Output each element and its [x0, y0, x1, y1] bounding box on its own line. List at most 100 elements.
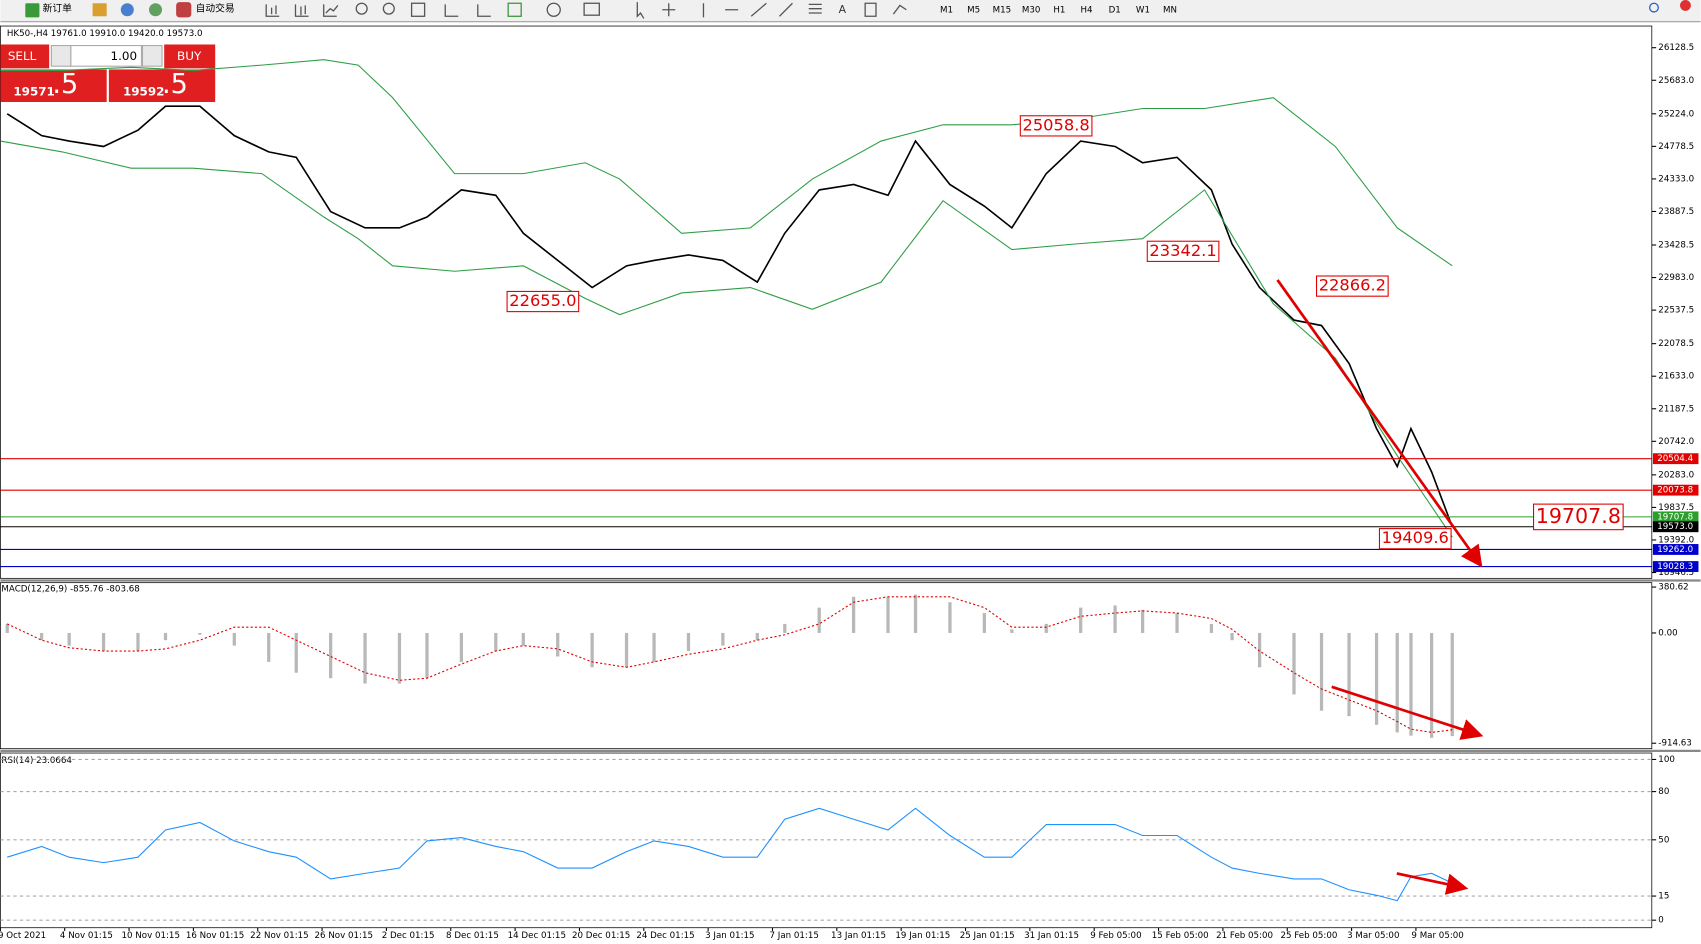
new-order-button[interactable]: 新订单 — [43, 2, 72, 15]
y-tick-label: 20283.0 — [1658, 470, 1694, 480]
sell-button[interactable] — [0, 44, 50, 69]
timeframe-button: M30 — [1022, 5, 1041, 15]
macd-bar — [5, 623, 9, 633]
price-level-label: 19262.0 — [1657, 545, 1693, 555]
macd-bar — [459, 632, 464, 662]
bollinger-band — [0, 59, 1453, 267]
price-annotation: 22866.2 — [1319, 276, 1386, 295]
bid-box[interactable] — [0, 69, 107, 102]
x-tick-label: 4 Nov 01:15 — [60, 931, 113, 941]
x-tick-label: 16 Nov 01:15 — [186, 931, 244, 941]
macd-bar — [1409, 632, 1413, 736]
auto-trading-icon[interactable] — [176, 2, 192, 18]
trend-arrow — [1396, 872, 1469, 895]
buy-button[interactable] — [164, 44, 216, 69]
timeframe-button: M15 — [993, 5, 1012, 15]
y-tick-label: 25683.0 — [1658, 76, 1694, 86]
line-tool[interactable] — [323, 4, 339, 17]
search-icon[interactable] — [1648, 2, 1659, 13]
sell-label[interactable]: SELL — [8, 49, 37, 63]
macd-bar — [1395, 632, 1399, 733]
macd-bar — [1319, 632, 1324, 711]
x-tick-label: 9 Feb 05:00 — [1090, 931, 1141, 941]
macd-bar — [1292, 632, 1296, 695]
price-annotation: 19707.8 — [1536, 504, 1621, 528]
notification-badge[interactable] — [1680, 0, 1691, 11]
x-tick-label: 14 Dec 01:15 — [508, 931, 566, 941]
timeframe-button: W1 — [1136, 5, 1150, 15]
x-tick-label: 9 Mar 05:00 — [1411, 931, 1463, 941]
y-tick-label: 21187.5 — [1658, 404, 1694, 414]
y-tick-label: 21633.0 — [1658, 372, 1694, 382]
macd-bar — [1113, 605, 1117, 633]
price-level-label: 19707.8 — [1657, 512, 1693, 522]
price-level-label: 20073.8 — [1657, 486, 1693, 496]
bid-price[interactable]: 19571 — [13, 85, 54, 99]
y-tick-label: 26128.5 — [1658, 43, 1694, 53]
template-tool[interactable] — [583, 2, 600, 16]
ask-box[interactable] — [108, 69, 216, 102]
period-tool[interactable] — [546, 2, 561, 17]
ask-price[interactable]: 19592 — [123, 85, 164, 99]
macd-bar — [232, 632, 236, 646]
macd-bar — [521, 632, 525, 646]
macd-bar — [67, 632, 71, 646]
toolbar-tools — [265, 2, 1659, 19]
ask-tail[interactable]: .5 — [162, 69, 188, 100]
price-level-tag — [1652, 484, 1699, 496]
x-tick-label: 21 Feb 05:00 — [1216, 931, 1273, 941]
lot-up[interactable] — [141, 45, 163, 67]
x-tick-label: 24 Dec 01:15 — [636, 931, 694, 941]
indicator-tool[interactable] — [507, 2, 522, 17]
macd-bar — [1230, 632, 1234, 641]
price-annotation-box — [506, 290, 580, 313]
macd-bar — [948, 602, 952, 633]
lot-down[interactable] — [50, 45, 72, 67]
timeframe-button: H1 — [1053, 5, 1065, 15]
one-click-trading: SELL 1.00 BUY 19571 .5 19592 .5 — [0, 44, 216, 102]
macd-bar — [1257, 632, 1262, 668]
price-level-tag — [1652, 561, 1699, 572]
toolbar-icon[interactable] — [149, 3, 163, 17]
macd-bar — [198, 632, 202, 635]
macd-bar — [494, 632, 498, 652]
x-tick-label: 9 Oct 2021 — [0, 931, 46, 941]
macd-bar — [556, 632, 560, 657]
x-tick-label: 10 Nov 01:15 — [122, 931, 180, 941]
main-pane — [0, 25, 1653, 579]
price-annotation: 22655.0 — [509, 291, 576, 310]
toolbar-icon[interactable] — [120, 3, 134, 17]
timeframe-button: MN — [1163, 5, 1177, 15]
lot-input[interactable] — [70, 45, 142, 67]
price-level-tag — [1652, 511, 1699, 523]
drawing-tools[interactable] — [636, 2, 907, 19]
bollinger-band — [0, 140, 1453, 538]
y-tick-label: 50 — [1658, 835, 1669, 845]
zoom-in[interactable] — [355, 2, 368, 15]
y-tick-label: 22983.0 — [1658, 273, 1694, 283]
bid-tail[interactable]: .5 — [52, 69, 78, 100]
scroll-tool[interactable] — [444, 4, 491, 17]
price-annotation-box — [1315, 275, 1389, 297]
y-tick-label: 25224.0 — [1658, 109, 1694, 119]
macd-bar — [1450, 632, 1454, 737]
bar-chart-tool[interactable] — [265, 4, 280, 17]
y-tick-label: 19837.5 — [1658, 503, 1694, 513]
auto-trading-button[interactable]: 自动交易 — [196, 2, 235, 15]
toolbar-icon[interactable] — [92, 3, 107, 17]
y-tick-label: -914.63 — [1658, 739, 1691, 749]
trend-arrow — [1331, 685, 1484, 740]
macd-bar — [267, 632, 271, 662]
tile-tool[interactable] — [410, 2, 426, 17]
candle-tool[interactable] — [294, 4, 309, 17]
buy-label[interactable]: BUY — [177, 49, 202, 63]
y-tick-label: 24333.0 — [1658, 174, 1694, 184]
y-tick-label: 0 — [1658, 916, 1664, 926]
new-order-icon[interactable] — [25, 3, 40, 18]
x-tick-label: 25 Jan 01:15 — [960, 931, 1015, 941]
macd-bar — [886, 596, 890, 633]
lot-value[interactable]: 1.00 — [111, 49, 138, 63]
zoom-out[interactable] — [382, 2, 395, 15]
text-tool[interactable]: A — [839, 3, 847, 16]
